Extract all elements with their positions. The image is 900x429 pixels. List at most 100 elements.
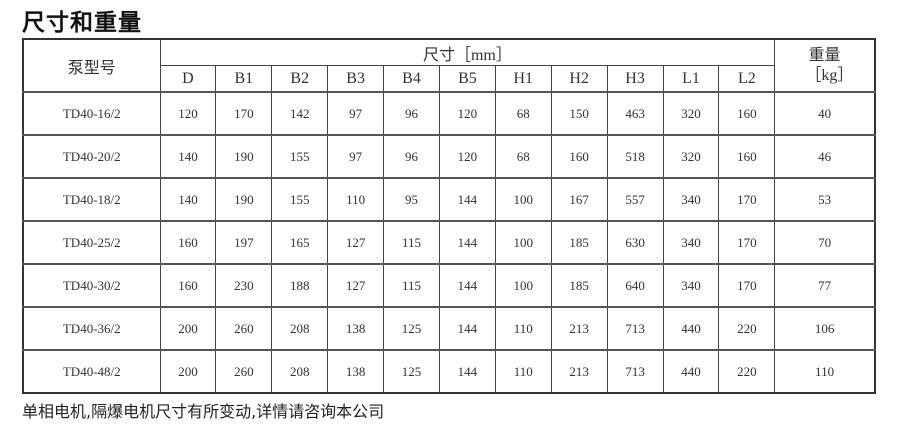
dimension-cell: 197 — [215, 220, 273, 265]
model-cell: TD40-30/2 — [22, 263, 161, 308]
dimension-cell: 640 — [606, 263, 664, 308]
model-cell: TD40-16/2 — [22, 91, 161, 136]
page-title: 尺寸和重量 — [22, 10, 142, 36]
dimension-cell: 144 — [438, 306, 496, 351]
column-header: B2 — [271, 65, 329, 93]
dimension-cell: 144 — [438, 263, 496, 308]
column-header: L1 — [662, 65, 720, 93]
dimensions-weight-table: 泵型号 尺寸［mm］ 重量［kg］ D B1 B2 B3 B4 B5 H1 H2 H3 L1 L2 … — [22, 38, 876, 394]
dimension-cell: 125 — [383, 349, 440, 394]
dimension-cell: 630 — [606, 220, 664, 265]
dimension-cell: 185 — [550, 263, 608, 308]
dimension-cell: 120 — [438, 134, 496, 179]
dimension-cell: 115 — [383, 220, 440, 265]
dimension-cell: 120 — [159, 91, 217, 136]
dimension-cell: 220 — [718, 306, 776, 351]
column-header: B3 — [327, 65, 385, 93]
dimension-cell: 190 — [215, 134, 273, 179]
dimension-cell: 150 — [550, 91, 608, 136]
dimension-cell: 160 — [550, 134, 608, 179]
dimension-cell: 170 — [718, 263, 776, 308]
dimension-cell: 110 — [494, 349, 552, 394]
dimension-cell: 155 — [271, 177, 329, 222]
dimension-cell: 213 — [550, 349, 608, 394]
dimension-cell: 165 — [271, 220, 329, 265]
column-header: H2 — [550, 65, 608, 93]
dimension-cell: 160 — [159, 263, 217, 308]
model-cell: TD40-25/2 — [22, 220, 161, 265]
column-header: H3 — [606, 65, 664, 93]
dimension-cell: 713 — [606, 306, 664, 351]
table-row: TD40-30/2 160 230 188 127 115 144 100 185 640 340 1… — [22, 263, 876, 308]
dimension-cell: 110 — [327, 177, 385, 222]
column-header: H1 — [494, 65, 552, 93]
dimension-cell: 170 — [718, 220, 776, 265]
column-header: L2 — [718, 65, 776, 93]
dimension-cell: 127 — [327, 263, 385, 308]
dimension-cell: 100 — [494, 220, 552, 265]
table-row: TD40-25/2 160 197 165 127 115 144 100 185 630 340 1… — [22, 220, 876, 265]
weight-cell: 110 — [774, 349, 876, 394]
table-row: TD40-18/2 140 190 155 110 95 144 100 167 557 340 17… — [22, 177, 876, 222]
dimension-cell: 160 — [718, 91, 776, 136]
dimension-cell: 170 — [215, 91, 273, 136]
dimension-cell: 260 — [215, 349, 273, 394]
dimension-cell: 144 — [438, 349, 496, 394]
dimension-cell: 518 — [606, 134, 664, 179]
dimension-cell: 110 — [494, 306, 552, 351]
weight-cell: 40 — [774, 91, 876, 136]
dimension-cell: 185 — [550, 220, 608, 265]
dimension-cell: 97 — [327, 91, 385, 136]
dimension-cell: 230 — [215, 263, 273, 308]
table-row: TD40-48/2 200 260 208 138 125 144 110 213 713 440 2… — [22, 349, 876, 394]
dimension-cell: 140 — [159, 134, 217, 179]
dimension-cell: 208 — [271, 306, 329, 351]
dimension-cell: 95 — [383, 177, 440, 222]
column-header: B4 — [383, 65, 440, 93]
dimensions-header: 尺寸［mm］ — [159, 38, 776, 66]
dimension-cell: 220 — [718, 349, 776, 394]
dimension-cell: 68 — [494, 134, 552, 179]
dimension-cell: 125 — [383, 306, 440, 351]
dimension-cell: 160 — [718, 134, 776, 179]
weight-cell: 77 — [774, 263, 876, 308]
dimension-cell: 160 — [159, 220, 217, 265]
dimension-cell: 713 — [606, 349, 664, 394]
dimension-cell: 440 — [662, 306, 720, 351]
model-header: 泵型号 — [22, 38, 161, 93]
weight-cell: 70 — [774, 220, 876, 265]
column-header: D — [159, 65, 217, 93]
dimension-cell: 100 — [494, 263, 552, 308]
dimension-cell: 340 — [662, 177, 720, 222]
column-header: B1 — [215, 65, 273, 93]
dimension-cell: 138 — [327, 306, 385, 351]
dimension-cell: 155 — [271, 134, 329, 179]
dimension-cell: 120 — [438, 91, 496, 136]
dimension-cell: 557 — [606, 177, 664, 222]
dimension-cell: 200 — [159, 349, 217, 394]
table-row: TD40-16/2 120 170 142 97 96 120 68 150 463 320 160 4… — [22, 91, 876, 136]
footnote: 单相电机,隔爆电机尺寸有所变动,详情请咨询本公司 — [22, 402, 385, 421]
dimension-cell: 96 — [383, 91, 440, 136]
dimension-cell: 115 — [383, 263, 440, 308]
dimension-cell: 260 — [215, 306, 273, 351]
model-cell: TD40-48/2 — [22, 349, 161, 394]
dimension-cell: 142 — [271, 91, 329, 136]
dimension-cell: 96 — [383, 134, 440, 179]
dimension-cell: 144 — [438, 177, 496, 222]
dimension-cell: 138 — [327, 349, 385, 394]
dimension-cell: 320 — [662, 134, 720, 179]
dimension-cell: 97 — [327, 134, 385, 179]
dimension-cell: 170 — [718, 177, 776, 222]
weight-cell: 53 — [774, 177, 876, 222]
table-row: TD40-36/2 200 260 208 138 125 144 110 213 713 440 2… — [22, 306, 876, 351]
column-header: B5 — [438, 65, 496, 93]
dimension-cell: 320 — [662, 91, 720, 136]
weight-cell: 106 — [774, 306, 876, 351]
weight-header: 重量［kg］ — [774, 38, 876, 93]
dimension-cell: 188 — [271, 263, 329, 308]
dimension-cell: 340 — [662, 220, 720, 265]
dimension-cell: 190 — [215, 177, 273, 222]
dimension-cell: 440 — [662, 349, 720, 394]
model-cell: TD40-20/2 — [22, 134, 161, 179]
